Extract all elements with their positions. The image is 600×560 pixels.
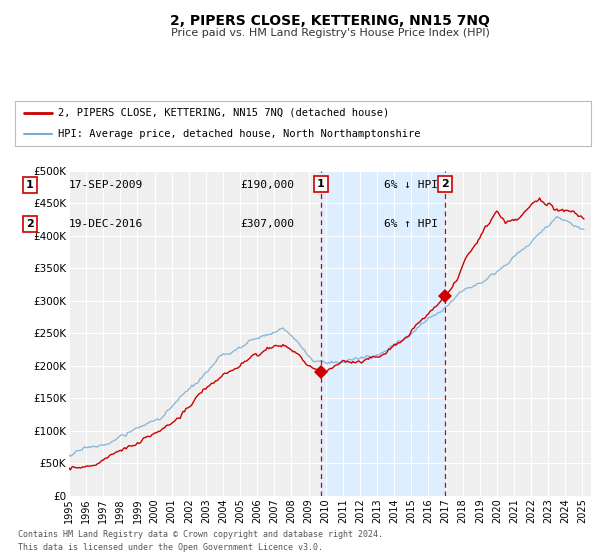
Text: 19-DEC-2016: 19-DEC-2016 [69, 219, 143, 229]
Bar [321, 171, 445, 496]
Text: 2: 2 [441, 179, 449, 189]
Text: Contains HM Land Registry data © Crown copyright and database right 2024.
This d: Contains HM Land Registry data © Crown c… [18, 530, 383, 552]
Text: £190,000: £190,000 [240, 180, 294, 190]
Text: HPI: Average price, detached house, North Northamptonshire: HPI: Average price, detached house, Nort… [58, 128, 421, 138]
Text: £307,000: £307,000 [240, 219, 294, 229]
Text: 1: 1 [317, 179, 325, 189]
Text: 6% ↓ HPI: 6% ↓ HPI [384, 180, 438, 190]
Text: 6% ↑ HPI: 6% ↑ HPI [384, 219, 438, 229]
Text: 2, PIPERS CLOSE, KETTERING, NN15 7NQ (detached house): 2, PIPERS CLOSE, KETTERING, NN15 7NQ (de… [58, 108, 389, 118]
Text: Price paid vs. HM Land Registry's House Price Index (HPI): Price paid vs. HM Land Registry's House … [170, 28, 490, 38]
Text: 1: 1 [26, 180, 34, 190]
Text: 2: 2 [26, 219, 34, 229]
Text: 17-SEP-2009: 17-SEP-2009 [69, 180, 143, 190]
Text: 2, PIPERS CLOSE, KETTERING, NN15 7NQ: 2, PIPERS CLOSE, KETTERING, NN15 7NQ [170, 14, 490, 28]
